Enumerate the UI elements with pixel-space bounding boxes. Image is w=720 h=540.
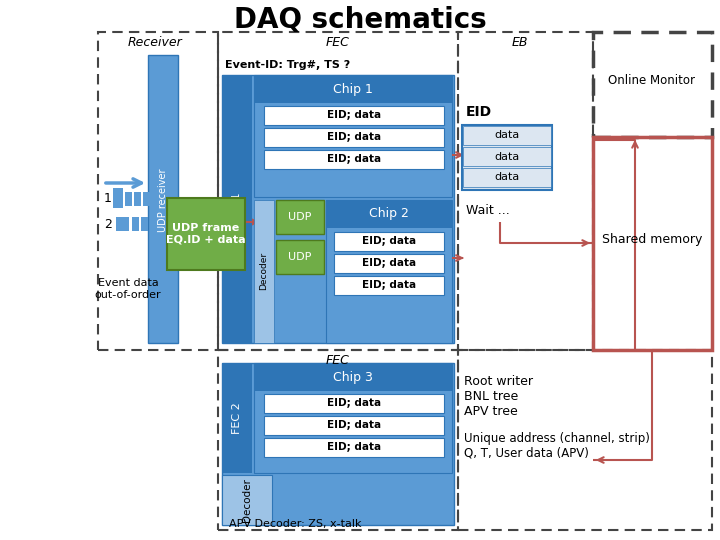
Bar (334, 232, 444, 251)
Bar (264, 128, 444, 147)
Bar (264, 394, 444, 413)
Text: EID; data: EID; data (362, 237, 416, 246)
Text: FEC 1: FEC 1 (232, 192, 242, 224)
Bar (264, 416, 444, 435)
Text: EID; data: EID; data (327, 442, 381, 453)
Text: FEC: FEC (326, 354, 350, 367)
Text: Unique address (channel, strip)
Q, T, User data (APV): Unique address (channel, strip) Q, T, Us… (464, 432, 650, 460)
Bar (593, 32, 712, 137)
Text: UDP frame
EQ.ID + data: UDP frame EQ.ID + data (166, 223, 246, 245)
Text: EID: EID (466, 105, 492, 119)
Bar (218, 32, 458, 350)
Text: data: data (495, 172, 520, 183)
Text: APV Decoder: ZS, x-talk: APV Decoder: ZS, x-talk (229, 519, 361, 529)
Text: Decoder: Decoder (242, 478, 252, 522)
Bar (463, 168, 551, 187)
Bar (254, 200, 274, 343)
Text: Decoder: Decoder (259, 252, 269, 290)
Bar (254, 75, 452, 103)
Text: DAQ schematics: DAQ schematics (233, 6, 487, 34)
Text: UDP: UDP (288, 252, 312, 262)
Bar (98, 32, 218, 350)
Bar (326, 200, 452, 343)
Bar (264, 438, 444, 457)
Bar (458, 350, 712, 530)
Bar (462, 125, 552, 190)
Text: 1: 1 (104, 192, 112, 205)
Bar (463, 147, 551, 166)
Text: EID; data: EID; data (327, 154, 381, 165)
Bar (264, 106, 444, 125)
Bar (222, 75, 454, 343)
Bar (276, 240, 324, 274)
Text: Shared memory: Shared memory (602, 233, 702, 246)
Bar (143, 192, 150, 206)
Text: Wait ...: Wait ... (466, 204, 510, 217)
Bar (593, 137, 712, 350)
Bar (222, 75, 252, 343)
Text: EID; data: EID; data (327, 399, 381, 408)
Bar (222, 363, 454, 525)
Text: Chip 2: Chip 2 (369, 207, 409, 220)
Text: FEC: FEC (326, 37, 350, 50)
Bar (334, 254, 444, 273)
Text: FEC 2: FEC 2 (232, 402, 242, 434)
Bar (141, 217, 148, 231)
Bar (218, 350, 458, 530)
Bar (254, 363, 452, 473)
Text: EID; data: EID; data (327, 421, 381, 430)
Bar (254, 75, 452, 197)
Bar (167, 198, 245, 270)
Text: EID; data: EID; data (362, 259, 416, 268)
Bar (222, 475, 272, 525)
Text: Chip 1: Chip 1 (333, 83, 373, 96)
Text: EID; data: EID; data (362, 280, 416, 291)
Text: data: data (495, 131, 520, 140)
Bar (134, 192, 141, 206)
Bar (463, 126, 551, 145)
Bar (264, 150, 444, 169)
Bar (116, 217, 129, 231)
Bar (254, 363, 452, 391)
Text: Event-ID: Trg#, TS ?: Event-ID: Trg#, TS ? (225, 60, 350, 70)
Text: Receiver: Receiver (127, 37, 182, 50)
Text: Root writer
BNL tree
APV tree: Root writer BNL tree APV tree (464, 375, 533, 418)
Text: UDP receiver: UDP receiver (158, 168, 168, 232)
Text: Online Monitor: Online Monitor (608, 73, 696, 86)
Bar (326, 200, 452, 228)
Bar (458, 32, 593, 350)
Text: EB: EB (512, 37, 528, 50)
Bar (132, 217, 139, 231)
Text: 2: 2 (104, 218, 112, 231)
Text: data: data (495, 152, 520, 161)
Text: UDP: UDP (288, 212, 312, 222)
Bar (222, 363, 252, 473)
Bar (148, 55, 178, 343)
Bar (125, 192, 132, 206)
Bar (276, 200, 324, 234)
Bar (113, 188, 123, 208)
Text: Event data
out-of-order: Event data out-of-order (95, 278, 161, 300)
Text: EID; data: EID; data (327, 132, 381, 143)
Text: Chip 3: Chip 3 (333, 370, 373, 383)
Text: EID; data: EID; data (327, 111, 381, 120)
Bar (334, 276, 444, 295)
